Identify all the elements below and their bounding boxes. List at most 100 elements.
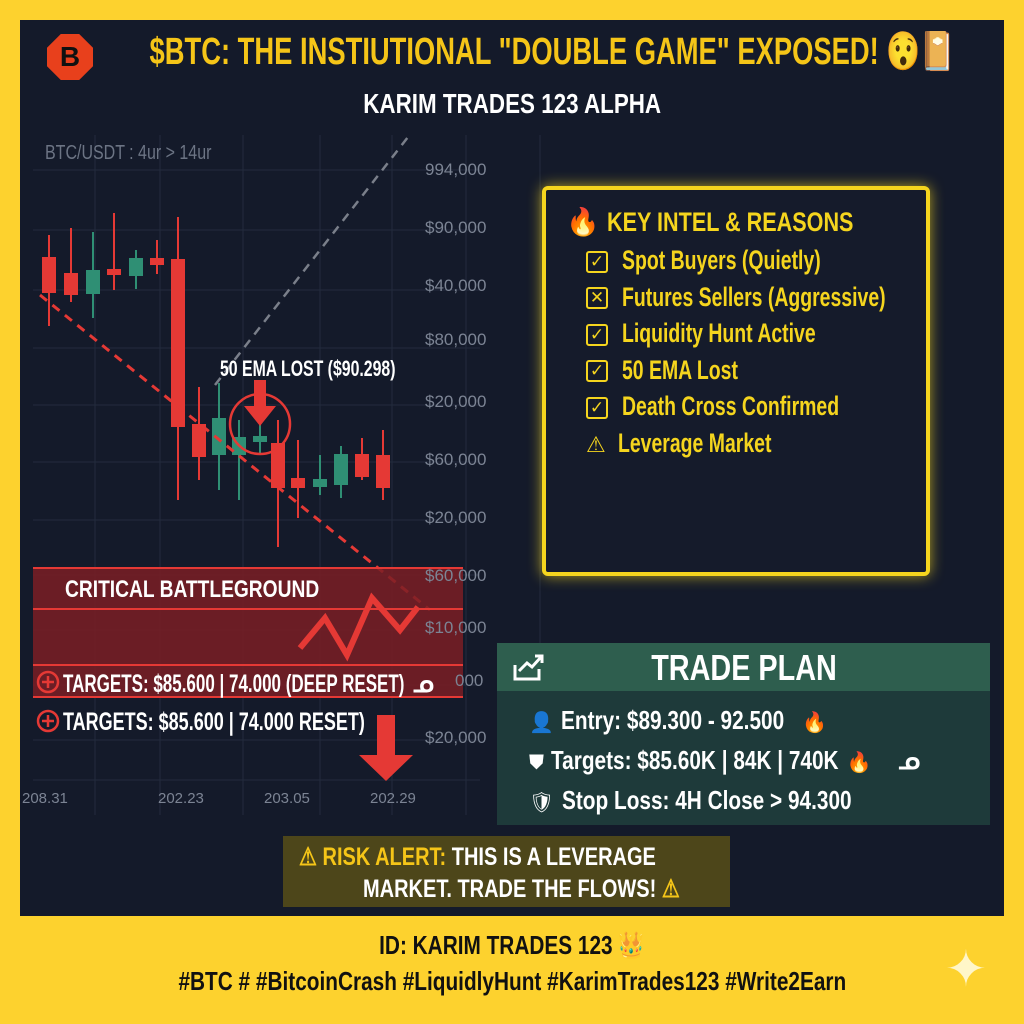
fire-icon: 🔥 <box>846 752 872 774</box>
warning-icon: ⚠ <box>661 875 680 903</box>
trade-plan-title: TRADE PLAN <box>497 647 990 689</box>
bull-candle <box>129 258 143 276</box>
zigzag-icon <box>297 592 421 662</box>
downtrend-line <box>39 293 431 612</box>
risk-alert: ⚠ RISK ALERT: THIS IS A LEVERAGE MARKET.… <box>283 836 730 907</box>
y-tick: $90,000 <box>425 218 487 237</box>
check-icon: ✓ <box>586 250 608 273</box>
bull-candle <box>334 454 348 485</box>
zone-label: CRITICAL BATTLEGROUND <box>65 576 319 604</box>
x-tick: 202.23 <box>158 790 204 807</box>
target-line-2-text: TARGETS: $85.600 | 74.000 RESET) <box>63 708 365 736</box>
bear-candle <box>271 443 285 488</box>
bear-candle <box>42 257 56 293</box>
x-tick: 208.31 <box>22 790 68 807</box>
footer-id-text: ID: KARIM TRADES 123 👑 <box>379 930 645 960</box>
risk-label: RISK ALERT: <box>322 843 447 871</box>
target-line-1: TARGETS: $85.600 | 74.000 (DEEP RESET) ᓄ <box>63 669 434 699</box>
pair-label-text: BTC/USDT : 4ur > 14ur <box>45 142 212 164</box>
ema-annotation-text: 50 EMA LOST ($90.298) <box>220 356 396 381</box>
intel-item: ✓ 50 EMA Lost <box>586 355 738 386</box>
bear-candle <box>291 478 305 488</box>
check-icon: ✓ <box>586 323 608 346</box>
big-down-arrow-icon <box>359 715 413 781</box>
trend-glyph-icon: ᓄ <box>412 670 434 698</box>
bull-candle <box>253 436 267 442</box>
key-intel-box: 🔥 KEY INTEL & REASONS ✓ Spot Buyers (Quie… <box>542 186 930 576</box>
intel-item: ✓ Death Cross Confirmed <box>586 391 839 422</box>
sparkle-icon: ✦ <box>945 941 987 997</box>
fire-icon: 🔥 <box>802 712 828 734</box>
stop-loss-row: 🛡 Stop Loss: 4H Close > 94.300 <box>529 785 851 816</box>
fire-icon: 🔥 <box>566 207 600 237</box>
bear-candle <box>150 258 164 265</box>
bull-candle <box>212 418 226 455</box>
bull-candle <box>86 270 100 294</box>
zone-lines <box>33 567 463 698</box>
pair-label: BTC/USDT : 4ur > 14ur <box>45 142 211 165</box>
trade-plan-header: TRADE PLAN <box>497 643 990 691</box>
intel-item: ✓ Liquidity Hunt Active <box>586 318 816 349</box>
bull-candle <box>313 479 327 487</box>
user-icon: 👤 <box>529 712 554 734</box>
zone-label-text: CRITICAL BATTLEGROUND <box>65 576 320 603</box>
y-tick: $20,000 <box>425 728 487 747</box>
intel-item-label: Liquidity Hunt Active <box>622 318 816 348</box>
risk-line-2: MARKET. TRADE THE FLOWS! <box>363 875 657 903</box>
check-icon: ✓ <box>586 360 608 383</box>
y-tick: $10,000 <box>425 618 487 637</box>
subtitle-text: KARIM TRADES 123 ALPHA <box>363 88 661 119</box>
intel-item-label: Death Cross Confirmed <box>622 391 840 421</box>
targets-text: Targets: $85.60K | 84K | 740K <box>551 745 839 775</box>
warning-icon: ⚠ <box>586 431 606 457</box>
ema-annotation: 50 EMA LOST ($90.298) <box>220 356 395 382</box>
intel-item: ⚠ Leverage Market <box>586 428 771 459</box>
bear-candle <box>355 454 369 477</box>
title-text: $BTC: THE INSTIUTIONAL "DOUBLE GAME" EXP… <box>149 31 955 73</box>
intel-item-label: Spot Buyers (Quietly) <box>622 245 821 275</box>
y-tick: $60,000 <box>425 450 487 469</box>
x-box-icon: ✕ <box>586 287 608 310</box>
trade-plan-body: 👤 Entry: $89.300 - 92.500 🔥 ⛊ Targets: $8… <box>497 691 990 825</box>
target-line-2: TARGETS: $85.600 | 74.000 RESET) <box>63 708 365 737</box>
page-subtitle: KARIM TRADES 123 ALPHA <box>0 88 1024 120</box>
chart-up-icon <box>513 654 544 681</box>
entry-text: Entry: $89.300 - 92.500 <box>561 705 785 735</box>
check-icon: ✓ <box>586 396 608 419</box>
intel-item-label: Futures Sellers (Aggressive) <box>622 281 886 312</box>
x-tick: 202.29 <box>370 790 416 807</box>
bear-candle <box>107 269 121 275</box>
trend-glyph-icon: ᓄ <box>897 745 920 775</box>
intel-item: ✓ Spot Buyers (Quietly) <box>586 245 821 276</box>
intel-item: ✕ Futures Sellers (Aggressive) <box>586 282 886 313</box>
y-tick: 000 <box>455 671 484 690</box>
plus-circle-icon <box>36 670 60 694</box>
warning-icon: ⚠ <box>299 843 317 871</box>
brand-logo: B <box>47 34 93 80</box>
y-tick: 994,000 <box>425 160 487 179</box>
intel-title-text: KEY INTEL & REASONS <box>607 207 854 237</box>
y-tick: $80,000 <box>425 330 487 349</box>
trade-plan-title-text: TRADE PLAN <box>650 647 837 688</box>
y-tick: $20,000 <box>425 508 487 527</box>
bear-candle <box>192 424 206 457</box>
footer-hashtags-text: #BTC # #BitcoinCrash #LiquidlyHunt #Kari… <box>178 966 846 996</box>
x-tick: 203.05 <box>264 790 310 807</box>
logo-letter: B <box>59 41 81 72</box>
plus-circle-icon <box>36 709 60 733</box>
targets-row: ⛊ Targets: $85.60K | 84K | 740K 🔥 ᓄ <box>529 745 920 776</box>
bear-candle <box>376 455 390 488</box>
y-tick: $40,000 <box>425 276 487 295</box>
battleground-zone <box>33 567 463 697</box>
y-tick: $60,000 <box>425 566 487 585</box>
intel-item-label: 50 EMA Lost <box>622 354 738 385</box>
bear-candle <box>64 273 78 295</box>
target-line-1-text: TARGETS: $85.600 | 74.000 (DEEP RESET) <box>63 670 405 698</box>
stop-loss-text: Stop Loss: 4H Close > 94.300 <box>561 785 852 815</box>
y-tick: $20,000 <box>425 392 487 411</box>
bear-candle <box>171 259 185 427</box>
projection-line <box>214 136 409 386</box>
page-title: $BTC: THE INSTIUTIONAL "DOUBLE GAME" EXP… <box>100 30 1004 74</box>
risk-line-1: THIS IS A LEVERAGE <box>451 843 656 871</box>
